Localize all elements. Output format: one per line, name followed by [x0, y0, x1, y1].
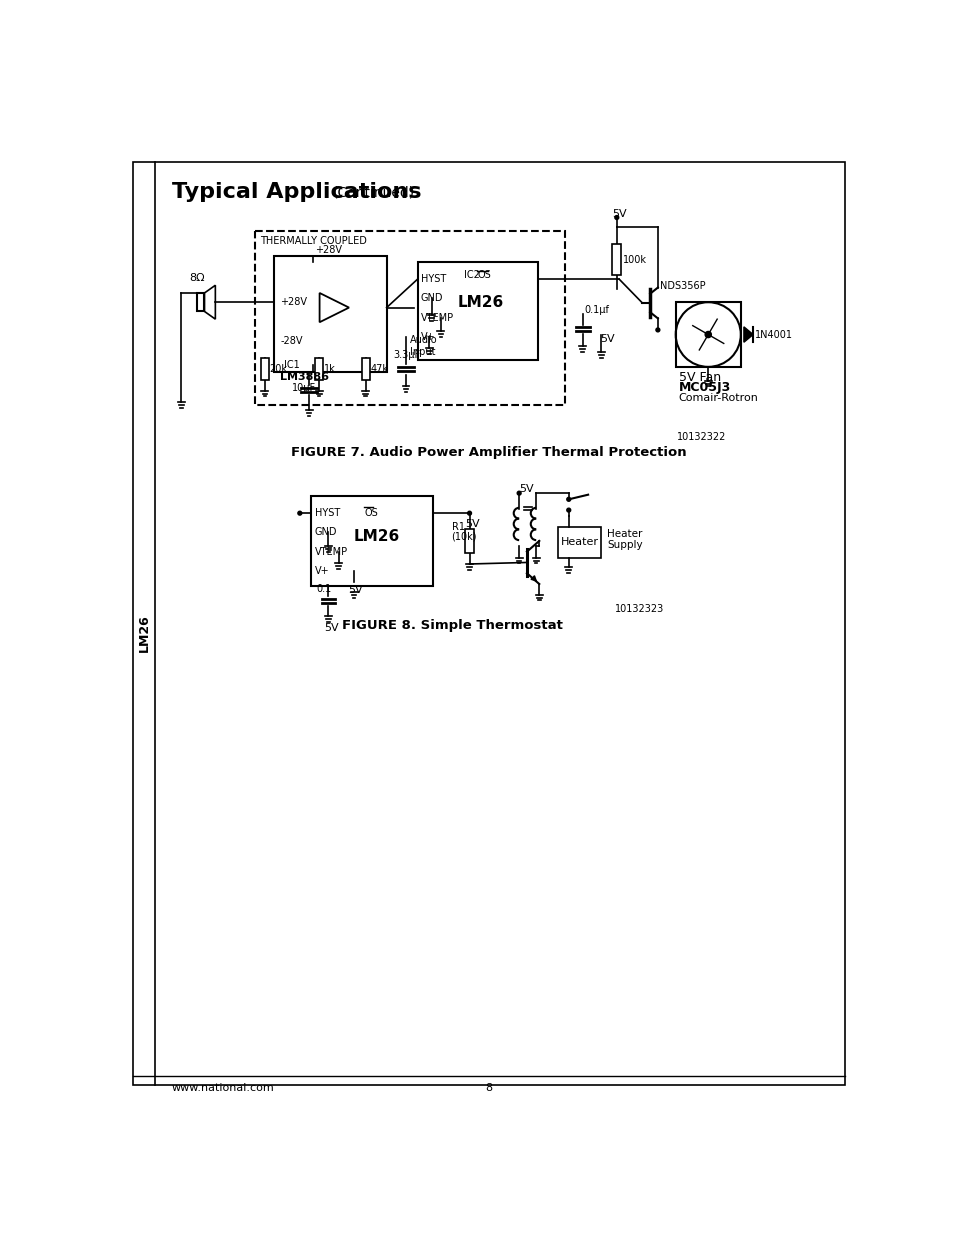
Text: V+: V+ — [420, 332, 435, 342]
Bar — [196, 293, 204, 311]
Circle shape — [656, 329, 659, 332]
Text: LM3886: LM3886 — [280, 372, 329, 382]
Text: OS: OS — [364, 508, 377, 519]
Bar — [254, 231, 564, 405]
Text: FIGURE 7. Audio Power Amplifier Thermal Protection: FIGURE 7. Audio Power Amplifier Thermal … — [291, 446, 686, 459]
Text: 5V: 5V — [323, 622, 338, 632]
Bar — [417, 262, 537, 359]
Text: www.national.com: www.national.com — [172, 1083, 274, 1093]
Text: THERMALLY COUPLED: THERMALLY COUPLED — [260, 236, 367, 246]
Text: VTEMP: VTEMP — [314, 547, 347, 557]
Text: Comair-Rotron: Comair-Rotron — [679, 393, 758, 403]
Text: GND: GND — [420, 294, 443, 304]
Text: 5V: 5V — [348, 585, 363, 595]
Text: +28V: +28V — [314, 245, 341, 254]
Bar — [612, 245, 620, 275]
Text: 10132322: 10132322 — [677, 432, 726, 442]
Text: LM26: LM26 — [457, 295, 503, 310]
Text: FIGURE 8. Simple Thermostat: FIGURE 8. Simple Thermostat — [342, 619, 562, 632]
Circle shape — [566, 508, 570, 513]
Circle shape — [566, 498, 570, 501]
Text: (10k): (10k) — [451, 531, 476, 541]
Text: Heater: Heater — [560, 537, 598, 547]
Text: Heater
Supply: Heater Supply — [607, 529, 642, 550]
Bar — [464, 529, 474, 553]
Text: Audio
Input: Audio Input — [410, 335, 437, 357]
Text: 1N4001: 1N4001 — [754, 330, 792, 340]
Circle shape — [297, 511, 301, 515]
Text: OS: OS — [476, 270, 491, 280]
Text: LM26: LM26 — [137, 615, 151, 652]
Text: 5V: 5V — [464, 519, 479, 529]
Text: 8: 8 — [485, 1083, 492, 1093]
Text: -28V: -28V — [280, 336, 303, 346]
Bar — [274, 256, 386, 372]
Text: MC05J3: MC05J3 — [679, 382, 730, 394]
Polygon shape — [743, 327, 753, 342]
Text: V+: V+ — [314, 566, 329, 576]
Bar — [361, 358, 369, 380]
Text: 5V Fan: 5V Fan — [679, 372, 720, 384]
Text: 8Ω: 8Ω — [189, 273, 204, 283]
Text: 5V: 5V — [518, 484, 534, 494]
Bar — [675, 303, 740, 367]
Circle shape — [704, 331, 711, 337]
Circle shape — [517, 492, 520, 495]
Text: 3.3µF: 3.3µF — [394, 351, 420, 361]
Text: 5V: 5V — [612, 209, 626, 219]
Text: 100k: 100k — [622, 254, 646, 264]
Text: VTEMP: VTEMP — [420, 312, 454, 322]
Text: LM26: LM26 — [354, 529, 400, 543]
Text: (Continued): (Continued) — [332, 185, 414, 199]
Text: IC1: IC1 — [283, 361, 299, 370]
Text: 1k: 1k — [323, 364, 335, 374]
Bar — [558, 527, 600, 558]
Text: NDS356P: NDS356P — [659, 282, 705, 291]
Text: 10µF: 10µF — [292, 383, 315, 394]
Circle shape — [467, 511, 471, 515]
Text: Typical Applications: Typical Applications — [172, 182, 421, 203]
Bar — [311, 496, 433, 585]
Text: HYST: HYST — [420, 274, 445, 284]
Text: +28V: +28V — [280, 298, 307, 308]
Circle shape — [615, 216, 618, 220]
Text: R1: R1 — [452, 522, 465, 532]
Text: 20k: 20k — [270, 364, 287, 374]
Text: 5V: 5V — [599, 335, 614, 345]
Text: IC2: IC2 — [464, 270, 479, 280]
Bar — [315, 358, 323, 380]
Text: GND: GND — [314, 527, 336, 537]
Text: HYST: HYST — [314, 508, 339, 519]
Text: 0.1µf: 0.1µf — [583, 305, 608, 315]
Text: 47k: 47k — [370, 364, 388, 374]
Bar — [261, 358, 269, 380]
Text: 10132323: 10132323 — [615, 604, 664, 614]
Text: 0.1: 0.1 — [315, 584, 331, 594]
